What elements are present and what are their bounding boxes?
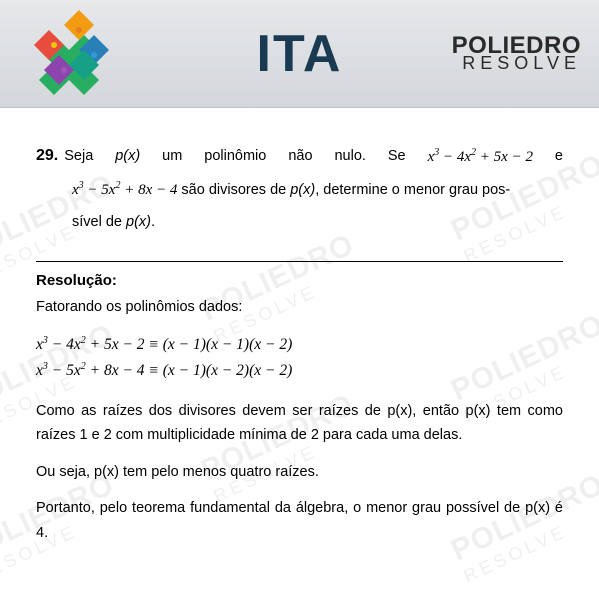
content-area: 29. Seja p(x) um polinômio não nulo. Se … bbox=[0, 108, 599, 546]
section-divider bbox=[36, 261, 563, 262]
exam-title: ITA bbox=[257, 24, 343, 84]
brand-subtitle: RESOLVE bbox=[452, 56, 581, 71]
solution-para-2: Ou seja, p(x) tem pelo menos quatro raíz… bbox=[36, 460, 563, 485]
brand-block: POLIEDRO RESOLVE bbox=[452, 36, 581, 72]
header: ITA POLIEDRO RESOLVE bbox=[0, 0, 599, 108]
puzzle-logo-icon bbox=[18, 9, 128, 99]
question-line-2: x3 − 5x2 + 8x − 4 são divisores de p(x),… bbox=[72, 174, 563, 207]
solution-para-3: Portanto, pelo teorema fundamental da ál… bbox=[36, 496, 563, 545]
question-number: 29. bbox=[36, 138, 58, 173]
question-line-1: 29. Seja p(x) um polinômio não nulo. Se … bbox=[36, 138, 563, 174]
equation-2: x3 − 5x2 + 8x − 4 ≡ (x − 1)(x − 2)(x − 2… bbox=[36, 358, 563, 385]
solution-para-1: Como as raízes dos divisores devem ser r… bbox=[36, 399, 563, 448]
polynomial-2: x3 − 5x2 + 8x − 4 bbox=[72, 182, 177, 198]
question-line-3: sível de p(x). bbox=[72, 207, 563, 239]
polynomial-1: x3 − 4x2 + 5x − 2 bbox=[428, 141, 533, 174]
solution-title: Resolução: bbox=[36, 272, 563, 289]
equation-1: x3 − 4x2 + 5x − 2 ≡ (x − 1)(x − 1)(x − 2… bbox=[36, 332, 563, 359]
solution-intro: Fatorando os polinômios dados: bbox=[36, 295, 563, 320]
